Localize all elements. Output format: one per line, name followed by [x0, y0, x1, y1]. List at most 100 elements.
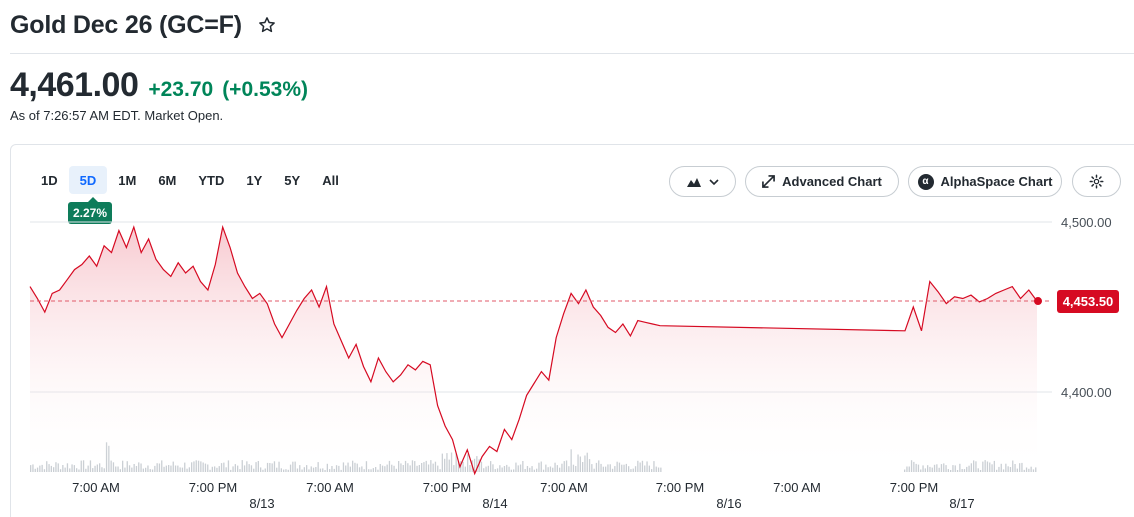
volume-bar — [956, 470, 959, 472]
volume-bar — [289, 464, 292, 472]
volume-bar — [73, 465, 75, 472]
volume-bar — [998, 466, 1000, 472]
gear-icon — [1089, 174, 1104, 189]
expand-icon — [762, 175, 776, 188]
volume-bar — [117, 466, 119, 472]
tab-range-ytd[interactable]: YTD — [198, 172, 225, 188]
volume-bar — [211, 466, 213, 472]
volume-bar — [168, 465, 170, 472]
volume-bar — [1002, 469, 1005, 472]
volume-bar — [524, 469, 526, 472]
volume-bar — [644, 465, 646, 472]
volume-bar — [338, 465, 340, 472]
range-tabs: 1D 5D 1M 6M YTD 1Y 5Y All — [30, 166, 350, 194]
volume-bar — [181, 467, 184, 472]
volume-bar — [119, 469, 121, 472]
volume-bar — [945, 465, 947, 472]
star-icon[interactable] — [258, 16, 276, 34]
volume-bar — [276, 467, 278, 472]
volume-bar — [331, 466, 333, 472]
x-axis-time-label: 7:00 AM — [773, 480, 821, 495]
volume-bar — [545, 464, 547, 472]
volume-bar — [386, 464, 388, 472]
price-change: +23.70 — [148, 78, 214, 101]
volume-bar — [96, 464, 98, 472]
tab-range-1d[interactable]: 1D — [41, 172, 58, 188]
volume-bar — [529, 467, 531, 472]
volume-bar — [243, 465, 246, 472]
volume-bar — [623, 464, 625, 472]
volume-bar — [315, 467, 317, 472]
quote-header: Gold Dec 26 (GC=F) — [10, 8, 276, 42]
volume-bar — [64, 467, 66, 472]
volume-bar — [510, 469, 512, 472]
x-axis-time-label: 7:00 PM — [656, 480, 704, 495]
volume-bar — [32, 464, 34, 472]
volume-bar — [87, 465, 89, 472]
volume-bar — [147, 465, 149, 472]
volume-bar — [933, 464, 936, 472]
tab-range-1y[interactable]: 1Y — [246, 172, 263, 188]
volume-bar — [402, 465, 404, 472]
volume-bar — [310, 466, 312, 472]
volume-bar — [36, 467, 39, 472]
volume-bar — [78, 469, 80, 472]
volume-bar — [209, 469, 211, 472]
volume-bar — [526, 466, 529, 472]
volume-bar — [39, 465, 41, 472]
volume-bar — [363, 469, 365, 472]
advanced-chart-button[interactable]: Advanced Chart — [745, 166, 899, 197]
volume-bar — [920, 469, 922, 472]
volume-bar — [552, 467, 554, 472]
volume-bar — [131, 467, 133, 472]
x-axis-time-label: 7:00 PM — [890, 480, 938, 495]
advanced-chart-label: Advanced Chart — [782, 174, 882, 189]
volume-bar — [991, 464, 993, 472]
chart-type-button[interactable] — [669, 166, 736, 197]
volume-bar — [280, 468, 282, 472]
volume-bar — [358, 467, 361, 472]
volume-bar — [319, 468, 322, 472]
volume-bar — [605, 466, 607, 472]
volume-bar — [76, 468, 78, 472]
alphaspace-chart-button[interactable]: α AlphaSpace Chart — [908, 166, 1062, 197]
volume-bar — [487, 465, 489, 472]
price-change-percent: (+0.53%) — [222, 78, 308, 101]
tab-range-6m[interactable]: 6M — [158, 172, 177, 188]
volume-bar — [494, 469, 496, 472]
x-axis-time-label: 7:00 PM — [189, 480, 237, 495]
volume-bar — [947, 469, 949, 472]
volume-bar — [308, 469, 310, 472]
price-line — [29, 224, 1038, 476]
volume-bar — [657, 467, 660, 472]
volume-bar — [1030, 466, 1032, 472]
tab-range-all[interactable]: All — [322, 172, 339, 188]
volume-bar — [1028, 468, 1030, 472]
volume-bar — [179, 467, 181, 472]
volume-bar — [533, 469, 535, 472]
tab-range-5y[interactable]: 5Y — [284, 172, 301, 188]
tab-range-1m[interactable]: 1M — [118, 172, 137, 188]
tab-range-5d[interactable]: 5D — [68, 166, 108, 194]
volume-bar — [345, 465, 347, 472]
last-price: 4,461.00 — [10, 66, 139, 104]
volume-bar — [418, 465, 420, 472]
chevron-down-icon — [708, 178, 719, 185]
volume-bar — [476, 456, 478, 472]
page-title: Gold Dec 26 (GC=F) — [10, 10, 242, 39]
chart-settings-button[interactable] — [1072, 166, 1121, 197]
volume-bar — [239, 469, 241, 472]
volume-bar — [248, 464, 250, 472]
x-axis-date-label: 8/16 — [716, 496, 741, 511]
volume-bar — [285, 469, 287, 472]
volume-bar — [59, 469, 62, 472]
volume-bar — [977, 468, 979, 472]
volume-bar — [349, 466, 351, 472]
volume-bar — [593, 468, 595, 472]
volume-bar — [648, 465, 650, 472]
volume-bar — [230, 469, 232, 472]
volume-bar — [483, 468, 485, 472]
volume-bar — [262, 469, 264, 472]
volume-bar — [377, 469, 379, 472]
